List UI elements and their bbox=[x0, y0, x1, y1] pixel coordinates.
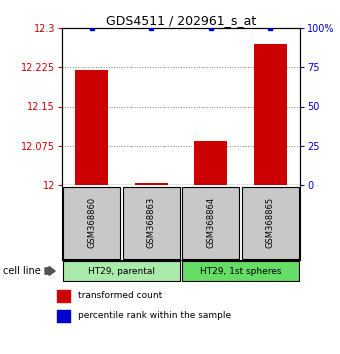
Bar bbox=[75, 70, 108, 185]
Bar bbox=[194, 141, 227, 185]
Bar bbox=[182, 187, 239, 258]
Bar bbox=[182, 261, 300, 281]
Text: GSM368864: GSM368864 bbox=[206, 197, 215, 248]
Bar bbox=[57, 310, 70, 322]
Text: transformed count: transformed count bbox=[78, 291, 163, 301]
Bar bbox=[123, 187, 180, 258]
Text: HT29, parental: HT29, parental bbox=[88, 267, 155, 275]
Bar bbox=[242, 187, 299, 258]
Bar bbox=[63, 187, 120, 258]
Text: cell line: cell line bbox=[3, 266, 41, 276]
Bar bbox=[135, 183, 168, 185]
Title: GDS4511 / 202961_s_at: GDS4511 / 202961_s_at bbox=[106, 14, 256, 27]
Text: GSM368865: GSM368865 bbox=[266, 197, 275, 248]
Bar bbox=[57, 290, 70, 302]
Bar bbox=[63, 261, 181, 281]
Text: percentile rank within the sample: percentile rank within the sample bbox=[78, 312, 232, 320]
Text: GSM368860: GSM368860 bbox=[87, 197, 96, 248]
Text: GSM368863: GSM368863 bbox=[147, 197, 156, 248]
Text: HT29, 1st spheres: HT29, 1st spheres bbox=[200, 267, 281, 275]
Bar bbox=[254, 44, 287, 185]
